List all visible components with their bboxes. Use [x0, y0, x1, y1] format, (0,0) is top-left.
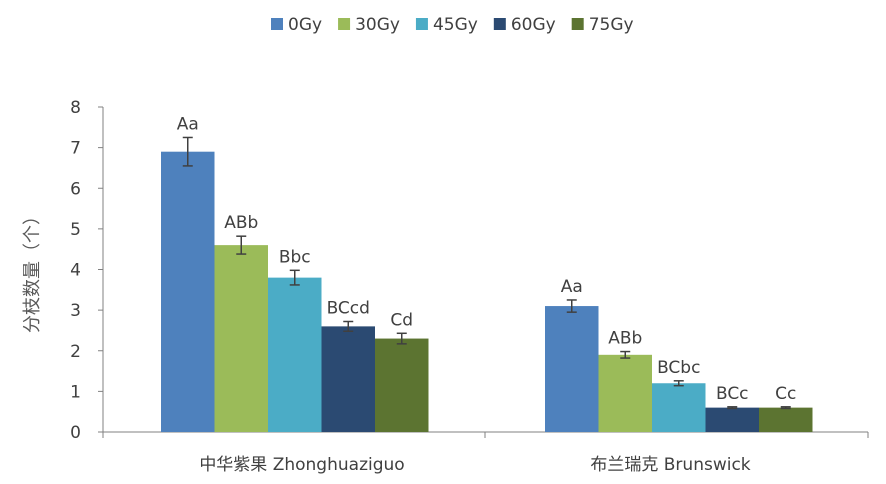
category-label: 中华紫果 Zhonghuaziguo [199, 455, 404, 475]
bar [652, 383, 706, 432]
bars: Aa Aa ABb ABb Bbc BCbc BCcd BCc Cd Cc [161, 114, 813, 432]
legend-label: 30Gy [355, 15, 400, 35]
bar [375, 338, 429, 432]
bar [705, 407, 759, 432]
significance-label: Cc [775, 384, 796, 404]
y-tick-label: 6 [70, 179, 81, 199]
legend-swatch [571, 18, 584, 30]
significance-label: Aa [177, 114, 199, 134]
bar [598, 354, 652, 432]
y-tick-label: 0 [70, 423, 81, 443]
bar [214, 245, 268, 432]
legend-label: 0Gy [288, 15, 322, 35]
bar [268, 277, 322, 432]
significance-label: Aa [561, 277, 583, 297]
y-axis: 0 1 2 3 4 5 6 7 8 [70, 98, 104, 443]
significance-label: BCc [716, 384, 749, 404]
legend-swatch [271, 18, 283, 30]
significance-label: Cd [390, 310, 413, 330]
y-tick-label: 8 [70, 98, 81, 118]
legend-swatch [338, 18, 351, 30]
legend: 0Gy 30Gy 45Gy 60Gy 75Gy [271, 15, 634, 35]
y-axis-label: 分枝数量（个） [22, 207, 43, 333]
y-tick-label: 4 [70, 261, 81, 281]
y-tick-label: 3 [70, 301, 81, 321]
legend-label: 60Gy [511, 15, 556, 35]
y-tick-label: 7 [70, 139, 81, 159]
bar [545, 306, 599, 432]
significance-label: Bbc [279, 247, 311, 267]
significance-label: ABb [224, 213, 258, 233]
bar [161, 151, 215, 432]
y-tick-label: 1 [70, 382, 81, 402]
significance-label: BCbc [657, 358, 700, 378]
legend-label: 75Gy [589, 15, 634, 35]
x-axis: 中华紫果 Zhonghuaziguo 布兰瑞克 Brunswick [102, 431, 869, 475]
category-label: 布兰瑞克 Brunswick [590, 455, 750, 475]
bar [759, 407, 813, 432]
y-tick-label: 5 [70, 220, 81, 240]
significance-label: BCcd [327, 299, 370, 319]
legend-label: 45Gy [433, 15, 478, 35]
legend-swatch [415, 18, 428, 30]
bar [321, 326, 375, 432]
y-tick-label: 2 [70, 342, 81, 362]
significance-label: ABb [608, 329, 642, 349]
legend-swatch [493, 18, 506, 30]
